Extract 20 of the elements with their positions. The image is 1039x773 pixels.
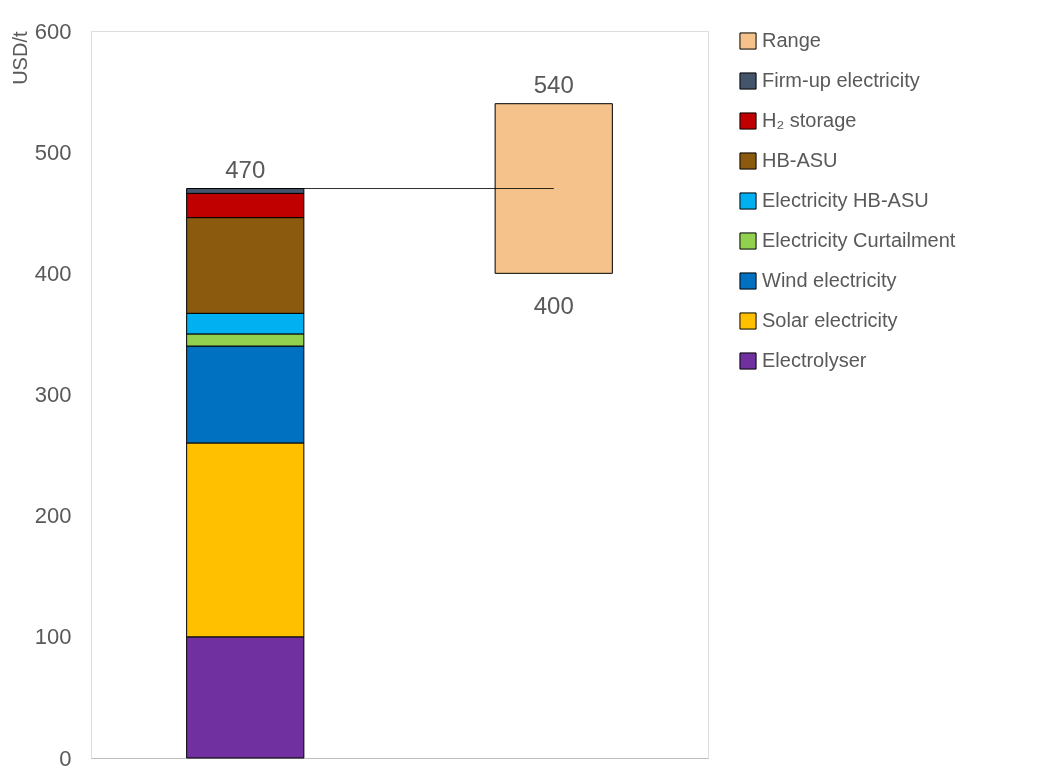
y-tick-label: 0 bbox=[59, 745, 72, 771]
legend-label: Range bbox=[762, 29, 821, 51]
legend-label: Electricity HB-ASU bbox=[762, 189, 929, 211]
legend-label: Firm-up electricity bbox=[762, 69, 920, 91]
legend-label: H₂ storage bbox=[762, 109, 857, 131]
legend-label: Electrolyser bbox=[762, 349, 867, 371]
y-tick-label: 200 bbox=[34, 503, 72, 529]
annotation: 470 bbox=[225, 155, 266, 183]
y-tick-label: 600 bbox=[34, 18, 72, 44]
legend-label: HB-ASU bbox=[762, 149, 838, 171]
y-tick-label: 500 bbox=[34, 139, 72, 165]
y-tick-label: 300 bbox=[34, 382, 72, 407]
legend-label: Electricity Curtailment bbox=[762, 229, 956, 251]
legend-label: Wind electricity bbox=[762, 269, 897, 291]
legend-label: Solar electricity bbox=[762, 309, 898, 331]
y-tick-label: 100 bbox=[34, 624, 72, 650]
annotation: 400 bbox=[533, 292, 574, 320]
y-axis-title: USD/t bbox=[8, 31, 31, 85]
y-tick-label: 400 bbox=[34, 260, 72, 286]
annotation: 540 bbox=[533, 70, 574, 98]
